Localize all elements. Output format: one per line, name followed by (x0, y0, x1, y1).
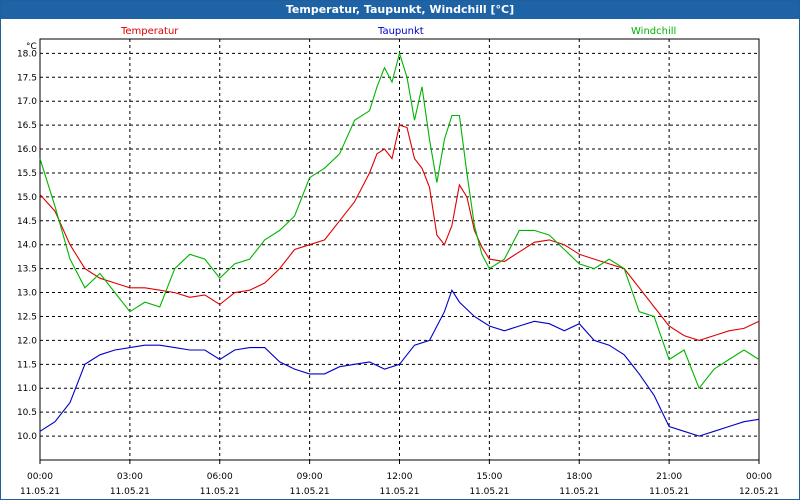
x-tick-time-6: 18:00 (566, 472, 592, 482)
y-tick-label-14: 17.0 (17, 97, 37, 107)
y-tick-label-5: 12.5 (17, 312, 37, 322)
x-tick-time-1: 03:00 (117, 472, 143, 482)
y-tick-label-0: 10.0 (17, 432, 37, 442)
x-tick-time-3: 09:00 (297, 472, 323, 482)
x-tick-date-4: 11.05.21 (379, 487, 419, 497)
y-tick-label-16: 18.0 (17, 49, 37, 59)
legend-temperatur: Temperatur (121, 26, 179, 37)
y-tick-label-10: 15.0 (17, 193, 37, 203)
y-tick-label-8: 14.0 (17, 241, 37, 251)
series-line-temperatur (39, 124, 760, 341)
y-tick-label-7: 13.5 (17, 265, 37, 275)
x-tick-time-4: 12:00 (387, 472, 413, 482)
y-tick-label-9: 14.5 (17, 217, 37, 227)
plot-border (39, 38, 760, 461)
x-tick-date-5: 11.05.21 (469, 487, 509, 497)
x-tick-date-7: 11.05.21 (649, 487, 689, 497)
chart-title: Temperatur, Taupunkt, Windchill [°C] (1, 1, 799, 19)
x-tick-time-0: 00:00 (27, 472, 53, 482)
y-tick-label-3: 11.5 (17, 360, 37, 370)
x-tick-time-8: 00:00 (746, 472, 772, 482)
x-tick-date-3: 11.05.21 (290, 487, 330, 497)
series-lines (39, 51, 760, 437)
y-tick-label-6: 13.0 (17, 289, 37, 299)
y-tick-label-12: 16.0 (17, 145, 37, 155)
legend-taupunkt: Taupunkt (378, 26, 424, 37)
x-tick-time-5: 15:00 (476, 472, 502, 482)
y-axis-unit: °C (26, 42, 37, 52)
axes (39, 38, 760, 464)
tick-labels: 10.0 10.5 11.0 11.5 12.0 12.5 13.0 13.5 14.0 14.5… (17, 42, 779, 497)
y-tick-label-2: 11.0 (17, 384, 37, 394)
x-tick-date-1: 11.05.21 (110, 487, 150, 497)
grid-lines (40, 39, 759, 460)
series-line-taupunkt (39, 288, 760, 437)
y-tick-label-11: 15.5 (17, 169, 37, 179)
legend-windchill: Windchill (631, 26, 677, 37)
y-tick-label-15: 17.5 (17, 73, 37, 83)
y-tick-label-4: 12.0 (17, 336, 37, 346)
y-tick-label-1: 10.5 (17, 408, 37, 418)
x-tick-time-2: 06:00 (207, 472, 233, 482)
x-tick-time-7: 21:00 (656, 472, 682, 482)
x-tick-date-8: 12.05.21 (739, 487, 779, 497)
x-tick-date-0: 11.05.21 (20, 487, 60, 497)
x-tick-date-6: 11.05.21 (559, 487, 599, 497)
x-tick-date-2: 11.05.21 (200, 487, 240, 497)
series-line-windchill (39, 51, 760, 390)
y-tick-label-13: 16.5 (17, 121, 37, 131)
